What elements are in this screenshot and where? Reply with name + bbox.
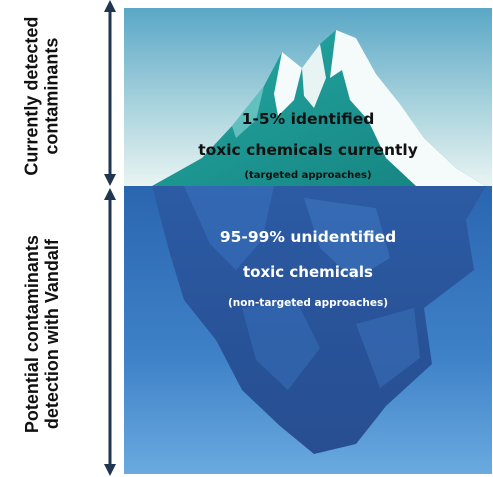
snow-cap [330,30,486,186]
currently-detected-label: Currently detected contaminants [0,8,84,184]
unidentified-chemicals-text: toxic chemicals [242,263,373,281]
underwater-facet [242,300,320,390]
underwater-facet [184,186,274,270]
ice-facet [232,86,264,138]
identified-percent-text: 1-5% identified [241,110,375,128]
double-arrow-icon [104,0,116,476]
underwater-facet [356,308,420,388]
iceberg-illustration [124,8,492,474]
currently-detected-line2: contaminants [42,37,63,155]
snow-ridge [302,44,326,108]
underwater-facet [304,198,390,280]
targeted-approaches-text: (targeted approaches) [244,170,372,181]
currently-detected-line1: Currently detected [21,16,42,176]
potential-contaminants-line2: detection with Vandalf [42,238,62,430]
non-targeted-approaches-text: (non-targeted approaches) [227,297,389,309]
potential-contaminants-line1: Potential contaminants [21,234,42,434]
snow-patch [274,52,302,116]
potential-contaminants-label: Potential contaminants detection with Va… [0,196,84,472]
identified-chemicals-text: toxic chemicals currently [198,141,418,159]
unidentified-percent-text: 95-99% unidentified [219,228,397,246]
